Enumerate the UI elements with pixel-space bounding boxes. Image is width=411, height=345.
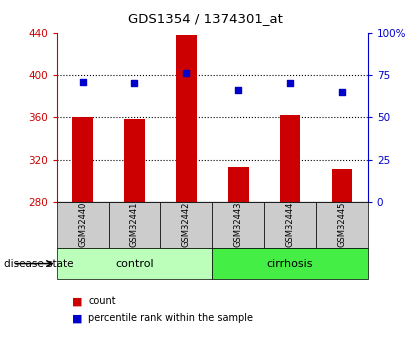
Bar <box>316 202 368 248</box>
Point <box>287 81 293 86</box>
Text: control: control <box>115 259 154 268</box>
Point <box>235 88 242 93</box>
Text: count: count <box>88 296 116 306</box>
Bar <box>228 167 249 202</box>
Point <box>339 89 345 95</box>
Text: disease state: disease state <box>4 259 74 268</box>
Bar <box>212 202 264 248</box>
Bar <box>280 115 300 202</box>
Text: cirrhosis: cirrhosis <box>267 259 313 268</box>
Point <box>183 71 189 76</box>
Bar <box>212 248 368 279</box>
Point <box>79 79 86 85</box>
Bar <box>57 202 109 248</box>
Bar <box>124 119 145 202</box>
Text: GSM32442: GSM32442 <box>182 201 191 247</box>
Text: ■: ■ <box>72 296 83 306</box>
Text: GSM32441: GSM32441 <box>130 201 139 247</box>
Text: GSM32444: GSM32444 <box>286 201 295 247</box>
Bar <box>332 169 352 202</box>
Bar <box>176 35 197 202</box>
Bar <box>109 202 160 248</box>
Text: ■: ■ <box>72 314 83 323</box>
Bar <box>264 202 316 248</box>
Text: GSM32445: GSM32445 <box>337 201 346 247</box>
Text: GDS1354 / 1374301_at: GDS1354 / 1374301_at <box>128 12 283 25</box>
Point <box>131 81 138 86</box>
Bar <box>72 117 93 202</box>
Bar <box>57 248 212 279</box>
Text: GSM32440: GSM32440 <box>78 201 87 247</box>
Text: GSM32443: GSM32443 <box>234 201 243 247</box>
Text: percentile rank within the sample: percentile rank within the sample <box>88 314 253 323</box>
Bar <box>160 202 212 248</box>
